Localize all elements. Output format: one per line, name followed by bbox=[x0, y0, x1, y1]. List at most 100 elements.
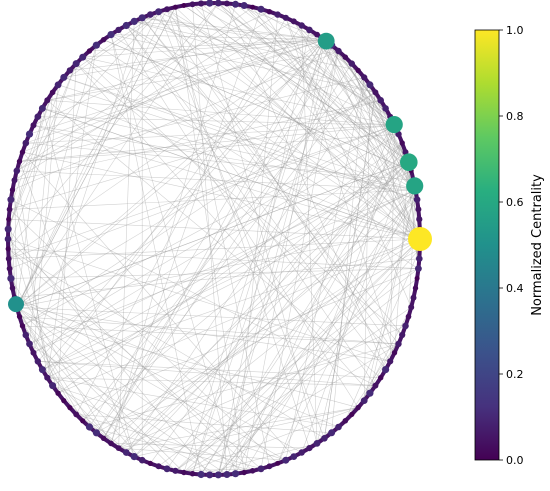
edge bbox=[166, 142, 403, 469]
colorbar-gradient bbox=[474, 29, 500, 461]
colorbar-tick-label: 0.8 bbox=[506, 110, 524, 123]
edge bbox=[16, 7, 176, 308]
edge bbox=[363, 84, 371, 401]
edge bbox=[52, 161, 409, 386]
edge bbox=[16, 21, 294, 172]
node bbox=[290, 18, 297, 25]
edge bbox=[7, 77, 65, 230]
edge bbox=[192, 4, 421, 250]
node bbox=[4, 225, 12, 233]
node bbox=[92, 429, 100, 437]
edge bbox=[42, 108, 135, 457]
node bbox=[6, 265, 13, 272]
node bbox=[55, 390, 61, 396]
edge bbox=[118, 29, 359, 408]
edge bbox=[16, 108, 43, 308]
node bbox=[181, 3, 187, 8]
edge bbox=[316, 125, 395, 444]
edge bbox=[19, 316, 77, 415]
edge bbox=[63, 34, 318, 78]
edge bbox=[324, 39, 420, 259]
edge bbox=[309, 29, 409, 162]
edge bbox=[42, 161, 409, 370]
node bbox=[72, 60, 80, 68]
edge bbox=[150, 14, 419, 210]
edge bbox=[209, 2, 391, 117]
edge bbox=[82, 151, 406, 422]
edge bbox=[235, 125, 395, 474]
edge bbox=[192, 4, 228, 475]
node bbox=[80, 418, 86, 424]
edge bbox=[301, 161, 409, 453]
node bbox=[19, 149, 26, 155]
edge bbox=[16, 11, 159, 171]
edge bbox=[63, 77, 418, 200]
node bbox=[416, 255, 423, 262]
edge bbox=[226, 3, 386, 370]
node bbox=[85, 423, 94, 431]
edge bbox=[252, 6, 359, 71]
edge bbox=[16, 306, 286, 461]
edge bbox=[183, 407, 359, 473]
edge bbox=[47, 377, 376, 386]
edge bbox=[243, 39, 325, 473]
edge bbox=[158, 268, 419, 467]
node bbox=[223, 471, 231, 478]
edge bbox=[37, 361, 376, 386]
edge bbox=[142, 17, 325, 40]
edge bbox=[126, 25, 386, 370]
node bbox=[7, 196, 15, 204]
edge bbox=[110, 9, 262, 444]
edge bbox=[16, 161, 409, 308]
edge bbox=[277, 189, 416, 464]
node bbox=[61, 398, 67, 404]
edge bbox=[82, 39, 325, 58]
colorbar-tick-label: 0.2 bbox=[506, 368, 524, 381]
edge bbox=[19, 161, 135, 457]
edge bbox=[9, 209, 18, 308]
node bbox=[415, 206, 422, 213]
edge bbox=[142, 17, 339, 52]
node bbox=[399, 140, 405, 146]
edge bbox=[110, 34, 236, 474]
edge bbox=[25, 125, 395, 144]
node bbox=[342, 54, 349, 60]
edge bbox=[16, 44, 332, 308]
edge bbox=[9, 125, 395, 269]
edge bbox=[63, 77, 416, 191]
edge bbox=[52, 385, 219, 476]
node bbox=[348, 60, 355, 67]
node bbox=[44, 374, 51, 381]
edge bbox=[69, 39, 325, 71]
edge bbox=[47, 50, 339, 101]
node bbox=[206, 471, 214, 479]
node bbox=[100, 37, 107, 43]
node bbox=[378, 375, 384, 381]
node bbox=[9, 285, 16, 291]
edge bbox=[19, 77, 365, 162]
node bbox=[355, 67, 361, 74]
hub-node bbox=[408, 227, 432, 251]
edge bbox=[52, 385, 286, 461]
edge bbox=[14, 100, 381, 181]
edge bbox=[57, 63, 77, 394]
node bbox=[122, 449, 130, 456]
node bbox=[172, 467, 179, 474]
edge bbox=[243, 5, 395, 126]
hub-node bbox=[385, 116, 403, 134]
node bbox=[130, 17, 138, 25]
edge bbox=[118, 325, 406, 449]
node bbox=[163, 465, 171, 473]
edge bbox=[118, 199, 418, 449]
node bbox=[416, 216, 423, 223]
node bbox=[54, 81, 62, 89]
edge bbox=[22, 151, 295, 457]
edge bbox=[235, 4, 395, 126]
edge bbox=[16, 228, 420, 308]
edge bbox=[175, 238, 421, 472]
edge bbox=[33, 11, 270, 126]
edge bbox=[192, 50, 339, 474]
node bbox=[282, 14, 289, 21]
edge bbox=[22, 92, 376, 327]
edge bbox=[16, 306, 406, 327]
